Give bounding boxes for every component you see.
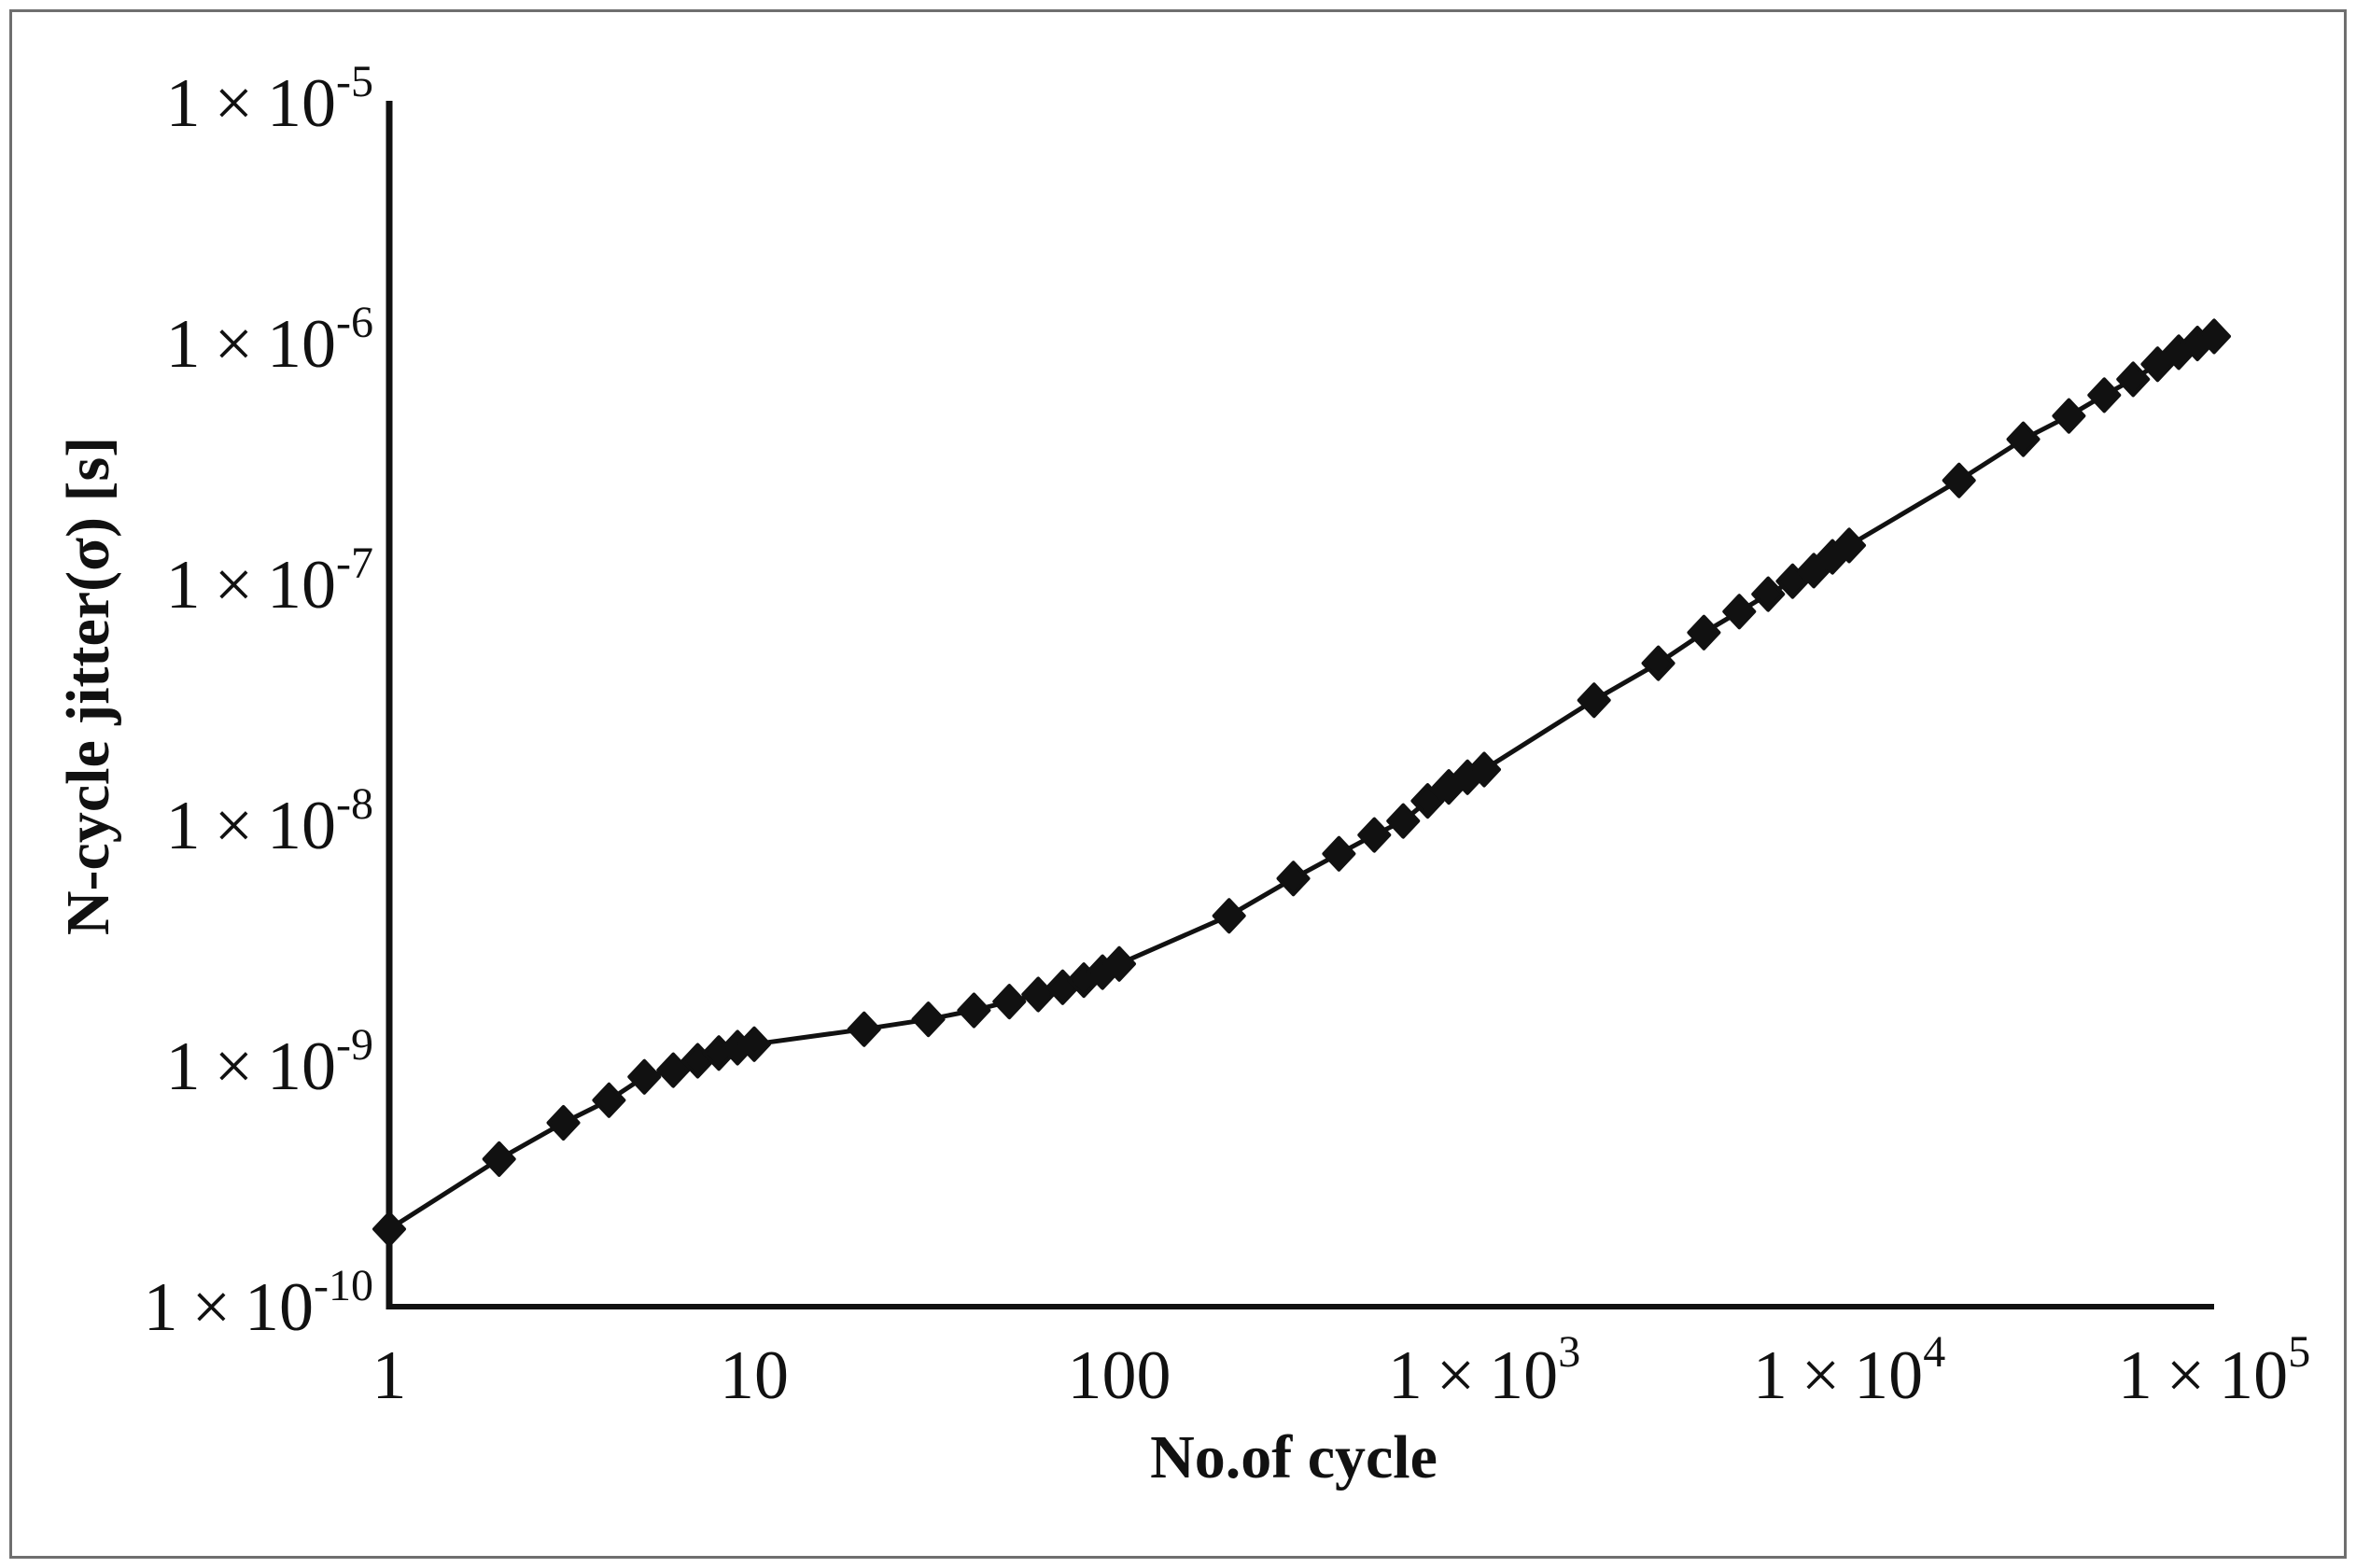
data-point-marker <box>1641 645 1676 681</box>
data-point-marker <box>1832 527 1866 564</box>
y-axis-title: N-cycle jitter(σ) [s] <box>54 436 122 936</box>
x-tick-label: 1 × 103 <box>1388 1327 1580 1414</box>
data-point-marker <box>627 1058 662 1095</box>
y-tick-label: 1 × 10-7 <box>166 539 373 623</box>
data-point-marker <box>1102 945 1136 982</box>
data-point-marker <box>1322 835 1356 872</box>
data-point-marker <box>2052 398 2086 434</box>
series-line <box>387 334 2215 1232</box>
data-point-marker <box>1386 803 1421 839</box>
data-point-marker <box>1722 594 1757 630</box>
data-point-marker <box>847 1011 881 1047</box>
y-tick-label: 1 × 10-5 <box>166 57 373 142</box>
data-point-marker <box>1751 576 1786 612</box>
data-point-marker <box>2087 377 2122 413</box>
data-point-marker <box>2006 421 2040 457</box>
x-tick-label: 1 <box>372 1337 407 1414</box>
data-point-marker <box>2197 318 2231 355</box>
data-point-marker <box>2140 346 2175 383</box>
y-tick-label: 1 × 10-10 <box>144 1261 373 1346</box>
y-tick-label: 1 × 10-8 <box>166 779 373 864</box>
data-point-marker <box>911 1001 946 1038</box>
data-point-marker <box>1276 861 1311 897</box>
data-point-marker <box>592 1082 626 1118</box>
data-point-marker <box>1687 614 1721 651</box>
data-point-marker <box>957 992 991 1029</box>
data-point-marker <box>1577 682 1611 719</box>
data-point-marker <box>1942 462 1976 498</box>
data-point-marker <box>1410 783 1445 819</box>
data-point-marker <box>1357 817 1392 853</box>
data-point-marker <box>737 1026 771 1062</box>
data-point-marker <box>546 1105 581 1141</box>
data-point-marker <box>1021 976 1056 1013</box>
x-axis-title: No.of cycle <box>1150 1423 1437 1491</box>
y-tick-label: 1 × 10-9 <box>166 1020 373 1105</box>
x-tick-label: 1 × 105 <box>2118 1327 2310 1414</box>
data-point-marker <box>482 1141 516 1177</box>
x-tick-label: 100 <box>1068 1337 1171 1414</box>
data-point-marker <box>992 984 1027 1020</box>
data-point-marker <box>2116 361 2151 398</box>
data-point-marker <box>372 1211 406 1247</box>
data-point-marker <box>1212 898 1246 934</box>
data-point-marker <box>1467 751 1501 788</box>
data-point-marker <box>656 1052 691 1088</box>
x-tick-label: 10 <box>720 1337 789 1414</box>
x-tick-label: 1 × 104 <box>1753 1327 1945 1414</box>
y-tick-label: 1 × 10-6 <box>166 298 373 383</box>
